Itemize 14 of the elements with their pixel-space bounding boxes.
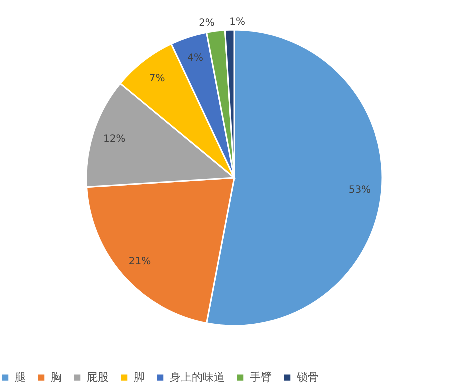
legend-label: 屁股 [87,370,109,384]
data-label: 7% [149,73,166,84]
legend-label: 锁骨 [296,370,319,384]
legend-label: 脚 [134,370,145,384]
legend-label: 腿 [15,370,26,384]
legend-label: 胸 [51,370,62,384]
legend-label: 身上的味道 [170,370,225,384]
data-label: 1% [230,17,246,28]
data-label: 12% [104,134,126,146]
data-label: 4% [188,53,204,64]
data-label: 21% [128,256,152,268]
data-label: 53% [348,184,372,196]
data-label: 2% [199,18,215,30]
legend-label: 手臂 [250,370,272,384]
